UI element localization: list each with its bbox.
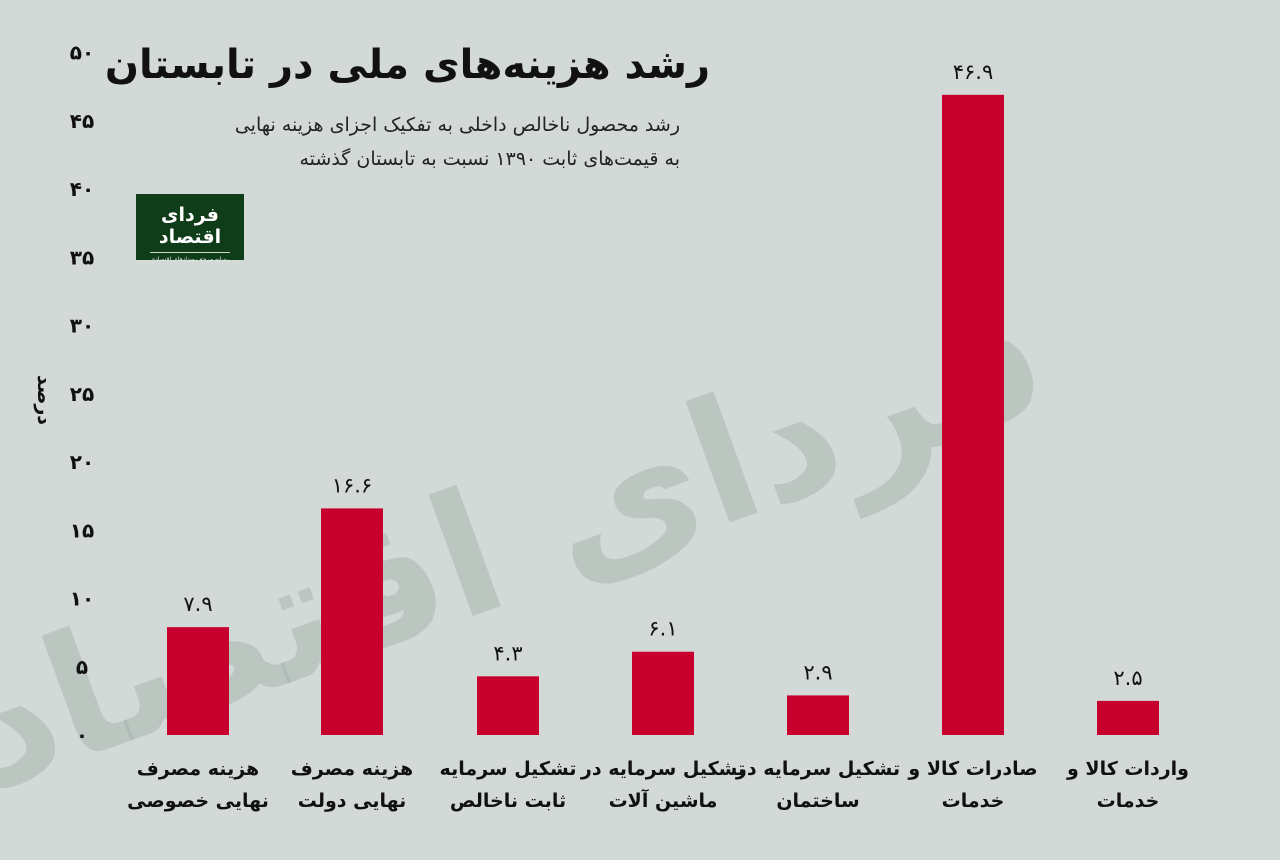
y-tick-label: ۲۵ [70,382,94,406]
x-category-label: ماشین آلات [609,788,718,812]
y-tick-label: ۴۰ [70,177,94,201]
bar-value-label: ۴۶.۹ [953,60,994,84]
x-category-label: صادرات کالا و [907,758,1037,780]
x-category-label: نهایی دولت [298,790,407,812]
bar [787,695,849,735]
bar-value-label: ۲.۹ [803,660,832,684]
y-tick-label: ۵۰ [70,41,94,65]
x-category-label: تشکیل سرمایه در [580,758,745,780]
logo-name: فردای اقتصاد [158,204,222,248]
bar [477,676,539,735]
y-tick-label: ۳۵ [70,245,94,269]
bar [942,94,1004,735]
y-tick-label: ۱۰ [70,587,94,611]
bar [167,627,229,735]
bar [632,651,694,735]
x-category-label: تشکیل سرمایه [440,758,577,780]
bar-value-label: ۱۶.۶ [332,473,373,497]
bar-value-label: ۲.۵ [1113,666,1142,690]
bar [321,508,383,735]
y-tick-label: ۰ [76,723,88,747]
x-category-label: خدمات [1097,790,1160,812]
y-tick-label: ۲۰ [70,450,94,474]
bar [1097,700,1159,735]
x-category-label: ثابت ناخالص [450,790,566,812]
x-category-label: ساختمان [776,790,859,812]
y-axis-label: درصد [33,375,55,425]
chart-subtitle-line2: به قیمت‌های ثابت ۱۳۹۰ نسبت به تابستان گذ… [299,148,680,170]
x-category-label: واردات کالا و [1066,758,1189,780]
x-category-label: تشکیل سرمایه در [735,758,900,780]
x-category-label: نهایی خصوصی [127,790,269,812]
chart-subtitle-line1: رشد محصول ناخالص داخلی به تفکیک اجزای هز… [234,114,680,136]
y-tick-label: ۵ [76,655,88,679]
x-category-label: خدمات [942,790,1005,812]
y-tick-label: ۳۰ [70,314,94,338]
bar-value-label: ۴.۳ [493,641,522,665]
bar-value-label: ۶.۱ [648,617,677,641]
x-category-label: هزینه مصرف [137,758,259,780]
y-tick-label: ۴۵ [70,109,94,133]
y-tick-label: ۱۵ [70,518,94,542]
logo-divider [150,252,230,253]
logo-tagline: رسانه مرجع رویدادهای اقتصادی [150,256,230,263]
brand-logo: فردای اقتصاد رسانه مرجع رویدادهای اقتصاد… [136,194,244,263]
x-category-label: هزینه مصرف [291,758,413,780]
bar-value-label: ۷.۹ [183,592,212,616]
chart-title: رشد هزینه‌های ملی در تابستان [104,42,710,88]
